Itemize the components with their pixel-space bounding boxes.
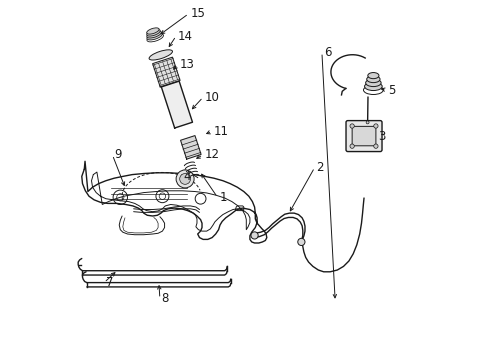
Circle shape [349,144,354,148]
Ellipse shape [364,82,382,90]
Ellipse shape [146,31,161,38]
Text: 8: 8 [162,292,169,305]
Text: 3: 3 [377,130,384,143]
Text: 1: 1 [219,191,226,204]
Text: 6: 6 [323,46,330,59]
Text: 12: 12 [204,148,220,161]
Circle shape [297,238,305,246]
Circle shape [349,124,354,128]
Text: 10: 10 [204,91,219,104]
Text: 2: 2 [316,161,324,174]
Text: 7: 7 [106,276,113,289]
Circle shape [373,144,377,148]
Text: 15: 15 [190,7,205,20]
Polygon shape [152,57,180,87]
Text: 4: 4 [183,170,190,183]
FancyBboxPatch shape [351,126,375,146]
Text: 11: 11 [213,125,228,138]
Ellipse shape [367,72,378,78]
Ellipse shape [366,76,379,83]
Circle shape [250,232,258,239]
Circle shape [176,170,194,188]
Polygon shape [161,81,192,128]
FancyBboxPatch shape [346,121,381,152]
Ellipse shape [146,32,162,40]
Ellipse shape [149,50,172,60]
Ellipse shape [146,29,160,36]
Text: 5: 5 [387,84,395,96]
Text: 9: 9 [114,148,122,161]
Circle shape [366,121,368,124]
Polygon shape [180,136,201,159]
Text: 13: 13 [179,58,194,71]
Ellipse shape [365,79,380,86]
Text: 14: 14 [178,30,192,42]
Circle shape [179,174,190,184]
Ellipse shape [146,28,159,34]
Circle shape [373,124,377,128]
